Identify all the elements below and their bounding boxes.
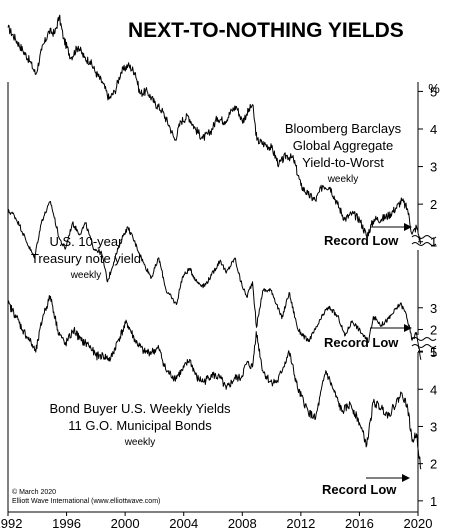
y-tick-label: 4 — [430, 122, 437, 137]
y-tick-label: 5 — [430, 84, 437, 99]
series-frequency-label: weekly — [124, 437, 156, 448]
record-low-label: Record Low — [322, 482, 397, 497]
x-tick-label: 2008 — [228, 516, 257, 529]
x-tick-label: 2020 — [404, 516, 433, 529]
y-tick-label: 2 — [430, 322, 437, 337]
series-frequency-label: weekly — [70, 270, 102, 281]
y-tick-label: 1 — [430, 344, 437, 359]
y-tick-label: 2 — [430, 457, 437, 472]
series-lines — [7, 14, 422, 470]
x-tick-label: 2004 — [169, 516, 198, 529]
series-line-1 — [7, 14, 421, 245]
y-tick-label: 1 — [430, 235, 437, 250]
record-low-arrowhead — [404, 223, 412, 231]
y-tick-label: 5 — [430, 345, 437, 360]
x-tick-label: 2016 — [345, 516, 374, 529]
axis-break-mark — [411, 235, 437, 246]
y-tick-label: 3 — [430, 301, 437, 316]
y-tick-label: 1 — [430, 494, 437, 509]
y-tick-label: 3 — [430, 419, 437, 434]
record-low-arrowhead — [402, 474, 410, 482]
y-tick-label: 3 — [430, 160, 437, 175]
series-label-line: Bond Buyer U.S. Weekly Yields — [49, 401, 231, 416]
series-line-2 — [7, 201, 422, 360]
x-tick-label: 2000 — [111, 516, 140, 529]
series-label-line: Bloomberg Barclays — [285, 121, 402, 136]
record-low-label: Record Low — [324, 233, 399, 248]
x-tick-label: 2012 — [286, 516, 315, 529]
y-tick-label: 2 — [430, 197, 437, 212]
axis-break-mark — [411, 337, 437, 348]
record-low-label: Record Low — [324, 335, 399, 350]
series-frequency-label: weekly — [327, 174, 359, 185]
series-line-3 — [7, 295, 422, 470]
series-label-line: 11 G.O. Municipal Bonds — [68, 418, 212, 433]
record-low-arrowhead — [404, 324, 412, 332]
y-tick-label: 4 — [430, 382, 437, 397]
x-tick-label: 1992 — [0, 516, 22, 529]
chart-title: NEXT-TO-NOTHING YIELDS — [128, 19, 404, 42]
panel-labels: Bloomberg Barclays Global Aggregate Yield-… — [31, 121, 412, 497]
series-label-line: Treasury note yield — [31, 251, 141, 266]
x-tick-label: 1996 — [52, 516, 81, 529]
y-unit-label: % — [428, 81, 440, 96]
series-label-line: Global Aggregate — [293, 138, 393, 153]
credit-line-1: © March 2020 — [12, 488, 56, 496]
axes: 1992199620002004200820122016202012345123… — [0, 82, 437, 529]
series-label-line: U.S. 10-year — [50, 234, 124, 249]
credit-line-2: Elliott Wave International (www.elliottw… — [12, 498, 160, 505]
series-label-line: Yield-to-Worst — [302, 155, 384, 170]
